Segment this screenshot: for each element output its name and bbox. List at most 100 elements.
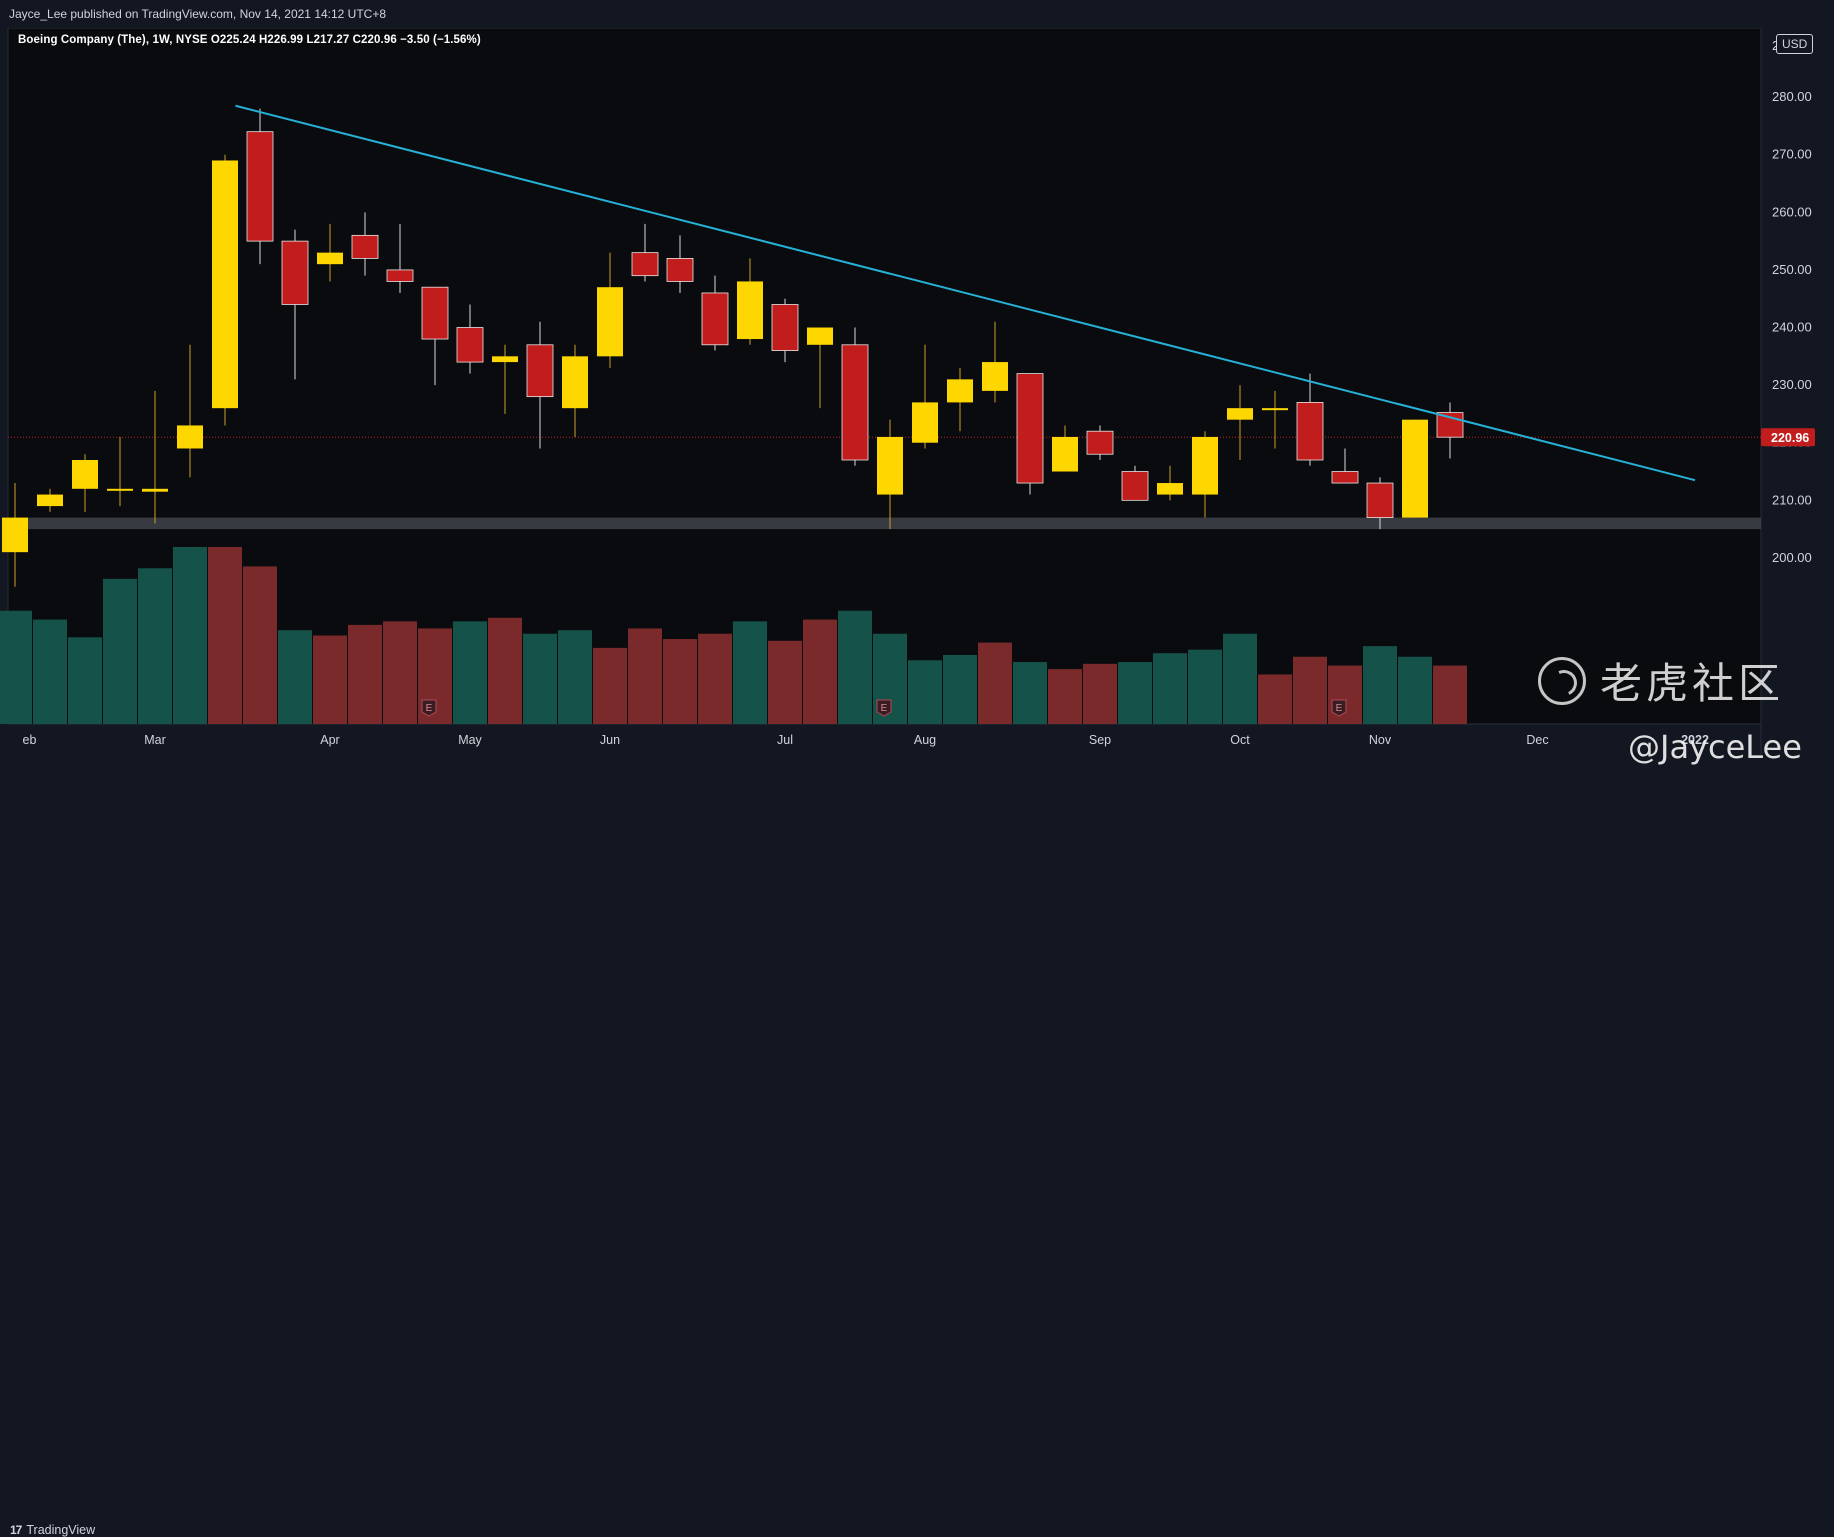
price-tick-label: 260.00 xyxy=(1772,204,1812,219)
earnings-marker[interactable]: E xyxy=(876,699,892,717)
currency-button[interactable]: USD xyxy=(1776,34,1814,54)
earnings-marker[interactable]: E xyxy=(421,699,437,717)
candle xyxy=(947,367,973,432)
volume-bar xyxy=(1258,674,1292,724)
publish-line: Jayce_Lee published on TradingView.com, … xyxy=(9,7,387,21)
candle-body xyxy=(1016,373,1044,484)
candle xyxy=(37,488,63,512)
candle-body xyxy=(142,488,168,492)
candle xyxy=(841,327,869,466)
volume-bar xyxy=(768,640,802,724)
bottom-bar: 17 TradingView xyxy=(0,757,1834,1537)
earnings-marker[interactable]: E xyxy=(1331,699,1347,717)
earnings-marker-shape xyxy=(421,699,437,717)
candle-body xyxy=(1436,412,1464,438)
volume-bar xyxy=(1188,649,1222,724)
volume-bar xyxy=(1433,665,1467,724)
volume-bar xyxy=(523,633,557,724)
candle-body xyxy=(351,234,379,259)
tiger-community-watermark: 老虎社区 xyxy=(1538,650,1784,711)
price-chart[interactable]: EEE 200.00210.00220.00230.00240.00250.00… xyxy=(0,0,1834,791)
volume-bar xyxy=(1223,633,1257,724)
symbol-info-line[interactable]: Boeing Company (The), 1W, NYSE O225.24 H… xyxy=(18,34,481,46)
candle xyxy=(771,298,799,363)
candle xyxy=(2,483,28,587)
candle xyxy=(1016,373,1044,495)
volume-bar xyxy=(1083,663,1117,724)
volume-bar xyxy=(908,660,942,724)
watermark-handle: @JayceLee xyxy=(1628,728,1802,766)
volume-bar xyxy=(978,642,1012,724)
tradingview-brand-label: TradingView xyxy=(26,1523,96,1537)
volume-bar xyxy=(628,628,662,724)
tradingview-brand[interactable]: 17 TradingView xyxy=(10,1523,95,1537)
candle-body xyxy=(597,287,623,357)
candle-body xyxy=(982,362,1008,391)
volume-bars xyxy=(0,547,1467,724)
volume-bar xyxy=(838,610,872,724)
candle-body xyxy=(841,344,869,461)
candle xyxy=(597,252,623,368)
candle-body xyxy=(1052,436,1078,472)
candle-body xyxy=(701,292,729,346)
candle xyxy=(386,223,414,293)
candle-body xyxy=(2,517,28,553)
volume-bar xyxy=(453,621,487,724)
candle-body xyxy=(947,379,973,403)
candle xyxy=(246,108,274,265)
price-tick-label: 200.00 xyxy=(1772,550,1812,565)
candle-body xyxy=(1402,419,1428,518)
volume-bar xyxy=(313,635,347,724)
price-tick-label: 280.00 xyxy=(1772,89,1812,104)
time-axis-labels: eb Mar Apr May Jun Jul Aug Sep Oct Nov Dec 2022 xyxy=(23,733,1709,747)
candle xyxy=(1366,477,1394,530)
candle xyxy=(107,436,133,507)
volume-bar xyxy=(1153,653,1187,724)
candle xyxy=(281,229,309,380)
candle-body xyxy=(1086,430,1114,455)
volume-bar xyxy=(1328,665,1362,724)
candle-body xyxy=(177,425,203,449)
volume-bar xyxy=(698,633,732,724)
candle xyxy=(912,344,938,449)
candles xyxy=(2,108,1464,587)
volume-bar xyxy=(348,624,382,724)
volume-bar xyxy=(278,630,312,724)
candle-body xyxy=(317,252,343,265)
candle xyxy=(177,344,203,478)
price-tick-label: 230.00 xyxy=(1772,377,1812,392)
candle xyxy=(1086,425,1114,460)
candle xyxy=(1052,425,1078,472)
candle xyxy=(212,154,238,426)
volume-bar xyxy=(1398,656,1432,724)
time-tick-label: Aug xyxy=(914,733,936,747)
time-tick-label: Jul xyxy=(777,733,793,747)
candle xyxy=(666,235,694,293)
volume-bar xyxy=(68,637,102,724)
volume-bar xyxy=(138,568,172,724)
candle xyxy=(701,275,729,351)
candle xyxy=(737,258,763,345)
volume-bar xyxy=(558,630,592,724)
candle-body xyxy=(212,160,238,409)
volume-bar xyxy=(943,654,977,724)
candle xyxy=(492,344,518,414)
time-tick-label: May xyxy=(458,733,482,747)
candle-body xyxy=(562,356,588,409)
candle-body xyxy=(1331,471,1359,484)
time-tick-label: Dec xyxy=(1526,733,1548,747)
price-axis-labels: 200.00210.00220.00230.00240.00250.00260.… xyxy=(1772,38,1812,565)
trendline[interactable] xyxy=(235,104,1696,482)
candle-body xyxy=(1366,482,1394,519)
volume-bar xyxy=(33,619,67,724)
volume-bar xyxy=(1048,669,1082,724)
price-tick-label: 240.00 xyxy=(1772,320,1812,335)
candle-body xyxy=(1192,436,1218,495)
earnings-marker-shape xyxy=(1331,699,1347,717)
earnings-marker-label: E xyxy=(1336,703,1343,714)
earnings-marker-label: E xyxy=(426,703,433,714)
candle xyxy=(1121,465,1149,501)
candle xyxy=(1331,448,1359,484)
last-price-badge: 220.96 xyxy=(1761,428,1815,447)
